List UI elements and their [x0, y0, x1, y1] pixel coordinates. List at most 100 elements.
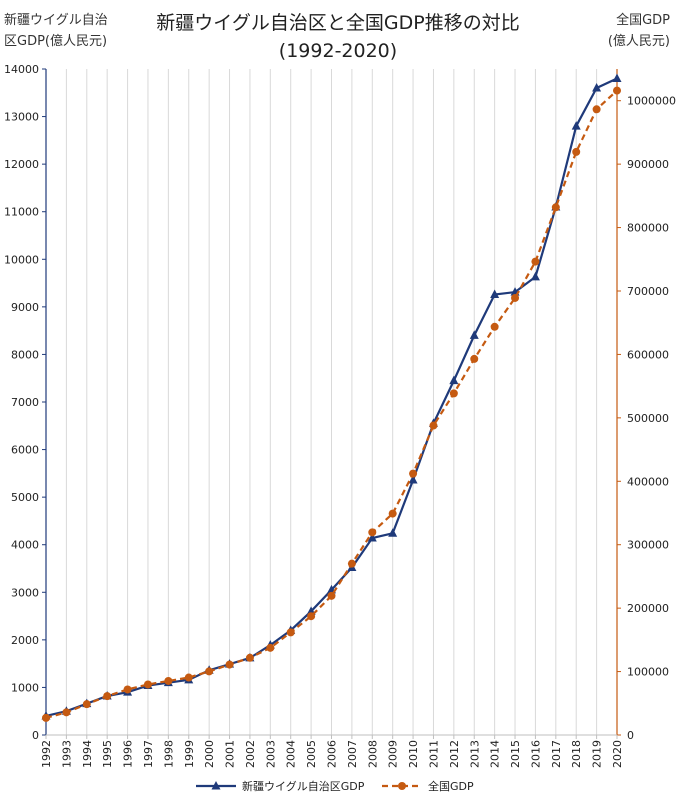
- data-point: [143, 680, 152, 689]
- data-point: [184, 673, 193, 682]
- legend-marker: [398, 782, 406, 790]
- data-point: [307, 612, 316, 621]
- data-point: [225, 660, 234, 669]
- x-tick-label: 1999: [183, 740, 196, 768]
- right-tick-label: 300000: [627, 539, 669, 552]
- right-tick-label: 400000: [627, 475, 669, 488]
- x-tick-label: 2004: [285, 740, 298, 768]
- series-national: [42, 86, 621, 722]
- x-tick-label: 2012: [448, 740, 461, 768]
- legend: 新疆ウイグル自治区GDP 全国GDP: [196, 779, 474, 793]
- left-tick-label: 7000: [11, 396, 39, 409]
- data-point: [388, 509, 397, 518]
- x-tick-label: 2013: [468, 740, 481, 768]
- right-tick-label: 900000: [627, 158, 669, 171]
- data-point: [469, 330, 479, 339]
- x-tick-label: 1995: [101, 740, 114, 768]
- left-tick-label: 12000: [4, 158, 39, 171]
- grid-lines: [45, 69, 618, 735]
- left-tick-labels: 0 1000 2000 3000 4000 5000 6000 7000 8000 9000 100…: [4, 63, 46, 742]
- x-tick-label: 2000: [203, 740, 216, 768]
- series-line: [45, 89, 618, 719]
- right-tick-label: 200000: [627, 602, 669, 615]
- x-tick-label: 1993: [60, 740, 73, 768]
- data-point: [490, 289, 500, 298]
- data-point: [123, 685, 132, 694]
- left-tick-label: 4000: [11, 539, 39, 552]
- left-tick-label: 13000: [4, 111, 39, 124]
- data-point: [409, 469, 418, 478]
- x-tick-label: 2015: [509, 740, 522, 768]
- data-point: [449, 389, 458, 398]
- legend-marker: [211, 781, 221, 790]
- data-point: [572, 147, 581, 156]
- data-point: [571, 121, 581, 130]
- data-point: [511, 293, 520, 302]
- data-point: [103, 692, 112, 701]
- data-point: [530, 271, 540, 281]
- data-point: [449, 375, 459, 385]
- x-tick-label: 2011: [427, 740, 440, 768]
- x-tick-label: 2007: [346, 740, 359, 768]
- right-tick-label: 600000: [627, 348, 669, 361]
- chart-title: 新疆ウイグル自治区と全国GDP推移の対比: [156, 12, 520, 34]
- x-tick-label: 2001: [224, 740, 237, 768]
- right-axis-label: 全国GDP (億人民元): [608, 10, 670, 52]
- data-point: [286, 628, 295, 637]
- right-tick-label: 100000: [627, 666, 669, 679]
- x-tick-label: 1997: [142, 740, 155, 768]
- left-tick-label: 8000: [11, 348, 39, 361]
- data-point: [205, 667, 214, 676]
- right-tick-label: 700000: [627, 285, 669, 298]
- left-tick-label: 9000: [11, 301, 39, 314]
- right-tick-label: 0: [627, 729, 634, 742]
- right-axis-label-line2: (億人民元): [607, 34, 670, 49]
- x-tick-label: 2010: [407, 740, 420, 768]
- left-tick-label: 5000: [11, 491, 39, 504]
- data-point: [490, 322, 499, 331]
- data-point: [367, 533, 377, 542]
- right-tick-label: 500000: [627, 412, 669, 425]
- left-tick-label: 2000: [11, 634, 39, 647]
- x-tick-label: 1996: [122, 740, 135, 768]
- legend-label: 新疆ウイグル自治区GDP: [242, 779, 365, 793]
- left-tick-label: 14000: [4, 63, 39, 76]
- right-tick-label: 1000000: [627, 95, 676, 108]
- x-tick-label: 2018: [570, 740, 583, 768]
- data-point: [327, 591, 336, 600]
- left-axis-label-line1: 新疆ウイグル自治: [4, 13, 108, 28]
- x-tick-label: 2017: [550, 740, 563, 768]
- data-point: [592, 105, 601, 114]
- right-tick-labels: 0 100000 200000 300000 400000 500000 600000 700…: [617, 95, 676, 742]
- data-point: [62, 708, 71, 717]
- x-tick-label: 1992: [40, 740, 53, 768]
- data-point: [164, 676, 173, 685]
- x-tick-label: 2003: [264, 740, 277, 768]
- data-point: [613, 86, 621, 95]
- data-point: [470, 354, 479, 363]
- data-point: [368, 528, 377, 537]
- x-tick-label: 2014: [489, 740, 502, 768]
- data-point: [408, 475, 418, 484]
- left-axis-label: 新疆ウイグル自治 区GDP(億人民元): [4, 10, 108, 52]
- x-tick-label: 2008: [366, 740, 379, 768]
- x-tick-label: 1998: [162, 740, 175, 768]
- left-tick-label: 11000: [4, 206, 39, 219]
- chart-subtitle: (1992-2020): [278, 40, 398, 62]
- x-tick-label: 2002: [244, 740, 257, 768]
- data-point: [551, 203, 560, 212]
- data-point: [388, 528, 398, 537]
- left-axis-label-line2: 区GDP(億人民元): [4, 34, 108, 49]
- data-point: [82, 700, 91, 709]
- right-tick-label: 800000: [627, 222, 669, 235]
- x-tick-label: 2009: [387, 740, 400, 768]
- data-point: [612, 73, 622, 83]
- x-tick-label: 2016: [529, 740, 542, 768]
- x-tick-label: 1994: [81, 740, 94, 768]
- legend-label: 全国GDP: [428, 779, 474, 793]
- data-point: [245, 653, 254, 662]
- data-point: [531, 257, 540, 266]
- x-tick-label: 2006: [326, 740, 339, 768]
- x-tick-label: 2020: [611, 740, 624, 768]
- data-point: [266, 643, 275, 652]
